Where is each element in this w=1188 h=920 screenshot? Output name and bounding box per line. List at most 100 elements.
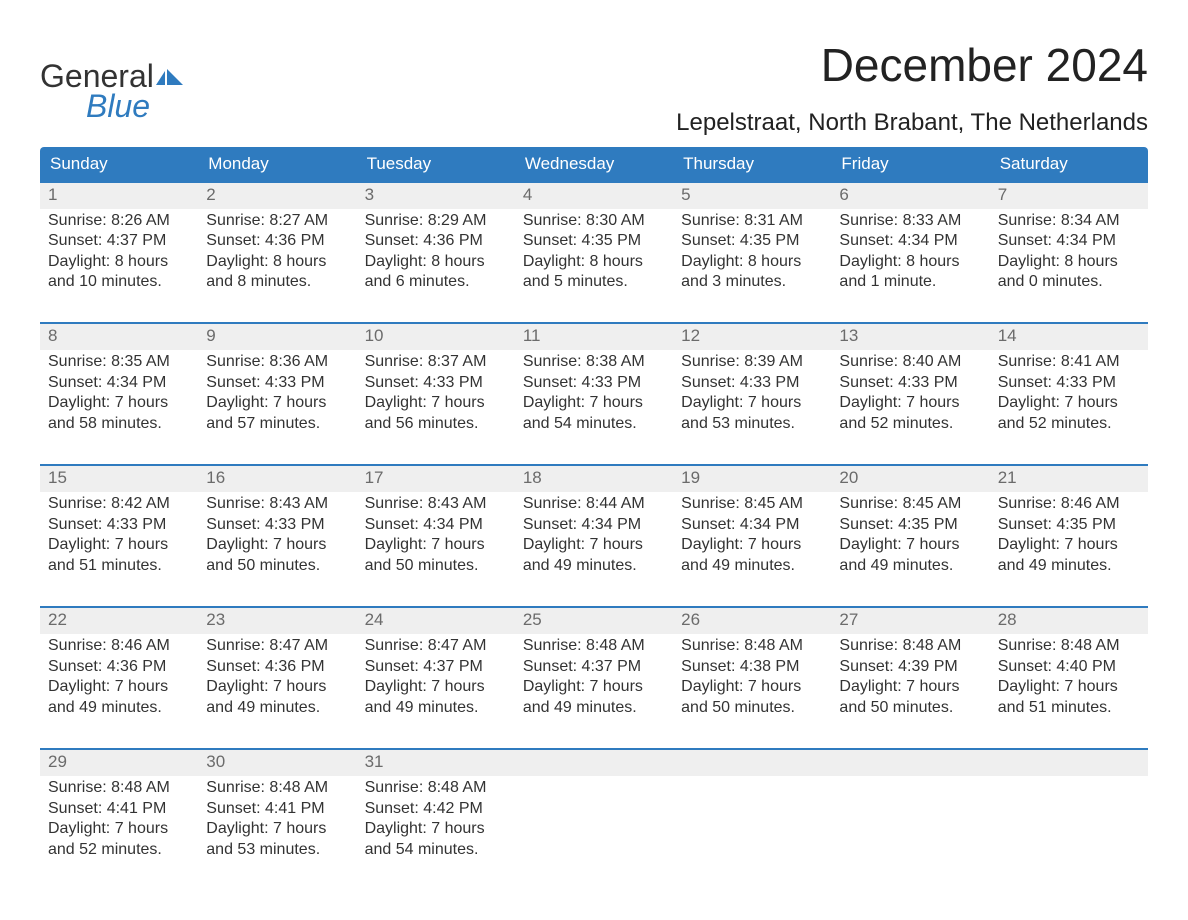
day-sunrise: Sunrise: 8:40 AM bbox=[839, 352, 981, 372]
day-daylight1: Daylight: 8 hours bbox=[48, 252, 190, 272]
day-number: 8 bbox=[40, 324, 198, 350]
calendar-page: General Blue December 2024 Lepelstraat, … bbox=[0, 0, 1188, 920]
calendar-grid: SundayMondayTuesdayWednesdayThursdayFrid… bbox=[40, 147, 1148, 880]
day-cell: Sunrise: 8:30 AMSunset: 4:35 PMDaylight:… bbox=[515, 209, 673, 313]
day-number: 3 bbox=[357, 183, 515, 209]
day-sunset: Sunset: 4:40 PM bbox=[998, 657, 1140, 677]
day-cell bbox=[515, 776, 673, 880]
day-cell: Sunrise: 8:48 AMSunset: 4:41 PMDaylight:… bbox=[40, 776, 198, 880]
day-daylight2: and 49 minutes. bbox=[523, 698, 665, 718]
day-sunset: Sunset: 4:37 PM bbox=[48, 231, 190, 251]
day-daylight1: Daylight: 7 hours bbox=[839, 677, 981, 697]
detail-row: Sunrise: 8:26 AMSunset: 4:37 PMDaylight:… bbox=[40, 209, 1148, 313]
day-sunset: Sunset: 4:35 PM bbox=[681, 231, 823, 251]
day-cell: Sunrise: 8:45 AMSunset: 4:35 PMDaylight:… bbox=[831, 492, 989, 596]
day-daylight2: and 58 minutes. bbox=[48, 414, 190, 434]
day-daylight2: and 53 minutes. bbox=[206, 840, 348, 860]
day-number: 11 bbox=[515, 324, 673, 350]
day-daylight1: Daylight: 7 hours bbox=[998, 393, 1140, 413]
day-sunset: Sunset: 4:36 PM bbox=[206, 657, 348, 677]
day-sunrise: Sunrise: 8:41 AM bbox=[998, 352, 1140, 372]
day-daylight2: and 49 minutes. bbox=[839, 556, 981, 576]
weekday-header: Saturday bbox=[990, 147, 1148, 181]
day-daylight1: Daylight: 8 hours bbox=[839, 252, 981, 272]
day-sunset: Sunset: 4:37 PM bbox=[365, 657, 507, 677]
day-number: 18 bbox=[515, 466, 673, 492]
header-row: General Blue December 2024 Lepelstraat, … bbox=[40, 40, 1148, 137]
day-sunrise: Sunrise: 8:48 AM bbox=[48, 778, 190, 798]
weekday-header: Wednesday bbox=[515, 147, 673, 181]
day-sunset: Sunset: 4:42 PM bbox=[365, 799, 507, 819]
day-daylight1: Daylight: 7 hours bbox=[48, 819, 190, 839]
week-row: 891011121314Sunrise: 8:35 AMSunset: 4:34… bbox=[40, 322, 1148, 454]
day-cell: Sunrise: 8:35 AMSunset: 4:34 PMDaylight:… bbox=[40, 350, 198, 454]
day-number: 30 bbox=[198, 750, 356, 776]
day-cell: Sunrise: 8:48 AMSunset: 4:38 PMDaylight:… bbox=[673, 634, 831, 738]
day-sunrise: Sunrise: 8:47 AM bbox=[365, 636, 507, 656]
day-sunset: Sunset: 4:34 PM bbox=[681, 515, 823, 535]
day-daylight1: Daylight: 8 hours bbox=[998, 252, 1140, 272]
day-daylight1: Daylight: 7 hours bbox=[365, 677, 507, 697]
day-sunrise: Sunrise: 8:48 AM bbox=[206, 778, 348, 798]
detail-row: Sunrise: 8:46 AM Sunset: 4:36 PM Daylight:… bbox=[40, 634, 1148, 738]
day-daylight2: and 1 minute. bbox=[839, 272, 981, 292]
day-cell: Sunrise: 8:39 AMSunset: 4:33 PMDaylight:… bbox=[673, 350, 831, 454]
day-daylight1: Daylight: 7 hours bbox=[365, 535, 507, 555]
day-cell: Sunrise: 8:41 AMSunset: 4:33 PMDaylight:… bbox=[990, 350, 1148, 454]
day-daylight2: and 50 minutes. bbox=[206, 556, 348, 576]
day-number bbox=[673, 750, 831, 776]
day-daylight2: and 50 minutes. bbox=[839, 698, 981, 718]
day-number: 26 bbox=[673, 608, 831, 634]
day-number: 27 bbox=[831, 608, 989, 634]
day-number: 12 bbox=[673, 324, 831, 350]
day-cell: Sunrise: 8:31 AMSunset: 4:35 PMDaylight:… bbox=[673, 209, 831, 313]
day-sunset: Sunset: 4:39 PM bbox=[839, 657, 981, 677]
day-daylight2: and 54 minutes. bbox=[523, 414, 665, 434]
day-number: 5 bbox=[673, 183, 831, 209]
day-sunset: Sunset: 4:33 PM bbox=[206, 515, 348, 535]
day-number: 23 bbox=[198, 608, 356, 634]
day-daylight1: Daylight: 7 hours bbox=[998, 677, 1140, 697]
day-cell: Sunrise: 8:48 AMSunset: 4:42 PMDaylight:… bbox=[357, 776, 515, 880]
day-sunset: Sunset: 4:33 PM bbox=[681, 373, 823, 393]
day-sunset: Sunset: 4:33 PM bbox=[523, 373, 665, 393]
day-sunrise: Sunrise: 8:48 AM bbox=[839, 636, 981, 656]
month-title: December 2024 bbox=[676, 40, 1148, 91]
day-sunset: Sunset: 4:34 PM bbox=[48, 373, 190, 393]
day-sunset: Sunset: 4:33 PM bbox=[998, 373, 1140, 393]
day-number: 13 bbox=[831, 324, 989, 350]
daynum-row: 1234567 bbox=[40, 181, 1148, 209]
day-number: 14 bbox=[990, 324, 1148, 350]
day-cell: Sunrise: 8:37 AMSunset: 4:33 PMDaylight:… bbox=[357, 350, 515, 454]
day-daylight1: Daylight: 7 hours bbox=[523, 677, 665, 697]
day-sunrise: Sunrise: 8:34 AM bbox=[998, 211, 1140, 231]
day-number: 19 bbox=[673, 466, 831, 492]
day-daylight2: and 6 minutes. bbox=[365, 272, 507, 292]
day-cell: Sunrise: 8:38 AMSunset: 4:33 PMDaylight:… bbox=[515, 350, 673, 454]
day-sunrise: Sunrise: 8:46 AM bbox=[48, 636, 190, 656]
day-daylight1: Daylight: 7 hours bbox=[998, 535, 1140, 555]
day-number: 6 bbox=[831, 183, 989, 209]
weekday-header: Tuesday bbox=[357, 147, 515, 181]
week-row: 293031Sunrise: 8:48 AMSunset: 4:41 PMDay… bbox=[40, 748, 1148, 880]
day-daylight1: Daylight: 8 hours bbox=[523, 252, 665, 272]
day-cell: Sunrise: 8:48 AMSunset: 4:37 PMDaylight:… bbox=[515, 634, 673, 738]
day-cell: Sunrise: 8:43 AMSunset: 4:34 PMDaylight:… bbox=[357, 492, 515, 596]
detail-row: Sunrise: 8:42 AMSunset: 4:33 PMDaylight:… bbox=[40, 492, 1148, 596]
day-cell: Sunrise: 8:36 AMSunset: 4:33 PMDaylight:… bbox=[198, 350, 356, 454]
day-sunrise: Sunrise: 8:35 AM bbox=[48, 352, 190, 372]
day-sunrise: Sunrise: 8:26 AM bbox=[48, 211, 190, 231]
day-sunrise: Sunrise: 8:43 AM bbox=[206, 494, 348, 514]
day-sunrise: Sunrise: 8:43 AM bbox=[365, 494, 507, 514]
week-row: 1234567Sunrise: 8:26 AMSunset: 4:37 PMDa… bbox=[40, 181, 1148, 313]
day-sunset: Sunset: 4:33 PM bbox=[365, 373, 507, 393]
detail-row: Sunrise: 8:48 AMSunset: 4:41 PMDaylight:… bbox=[40, 776, 1148, 880]
day-sunrise: Sunrise: 8:48 AM bbox=[523, 636, 665, 656]
day-daylight1: Daylight: 8 hours bbox=[365, 252, 507, 272]
day-sunset: Sunset: 4:35 PM bbox=[998, 515, 1140, 535]
day-number: 31 bbox=[357, 750, 515, 776]
day-cell: Sunrise: 8:29 AMSunset: 4:36 PMDaylight:… bbox=[357, 209, 515, 313]
day-sunrise: Sunrise: 8:46 AM bbox=[998, 494, 1140, 514]
day-daylight1: Daylight: 7 hours bbox=[523, 393, 665, 413]
weekday-header: Monday bbox=[198, 147, 356, 181]
